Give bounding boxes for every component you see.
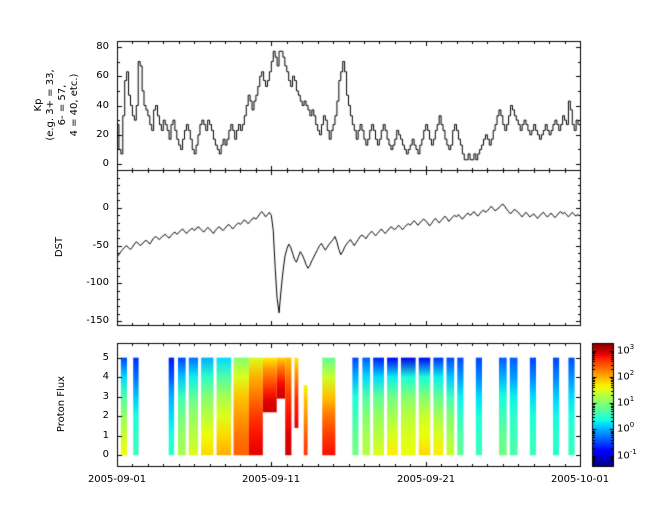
- dst-axis-label: DST: [54, 236, 65, 258]
- kp-axis-label: Kp (e.g. 3+ = 33, 6- = 57, 4 = 40, etc.): [33, 69, 80, 141]
- proton-flux-axis-label: Proton Flux: [56, 375, 67, 433]
